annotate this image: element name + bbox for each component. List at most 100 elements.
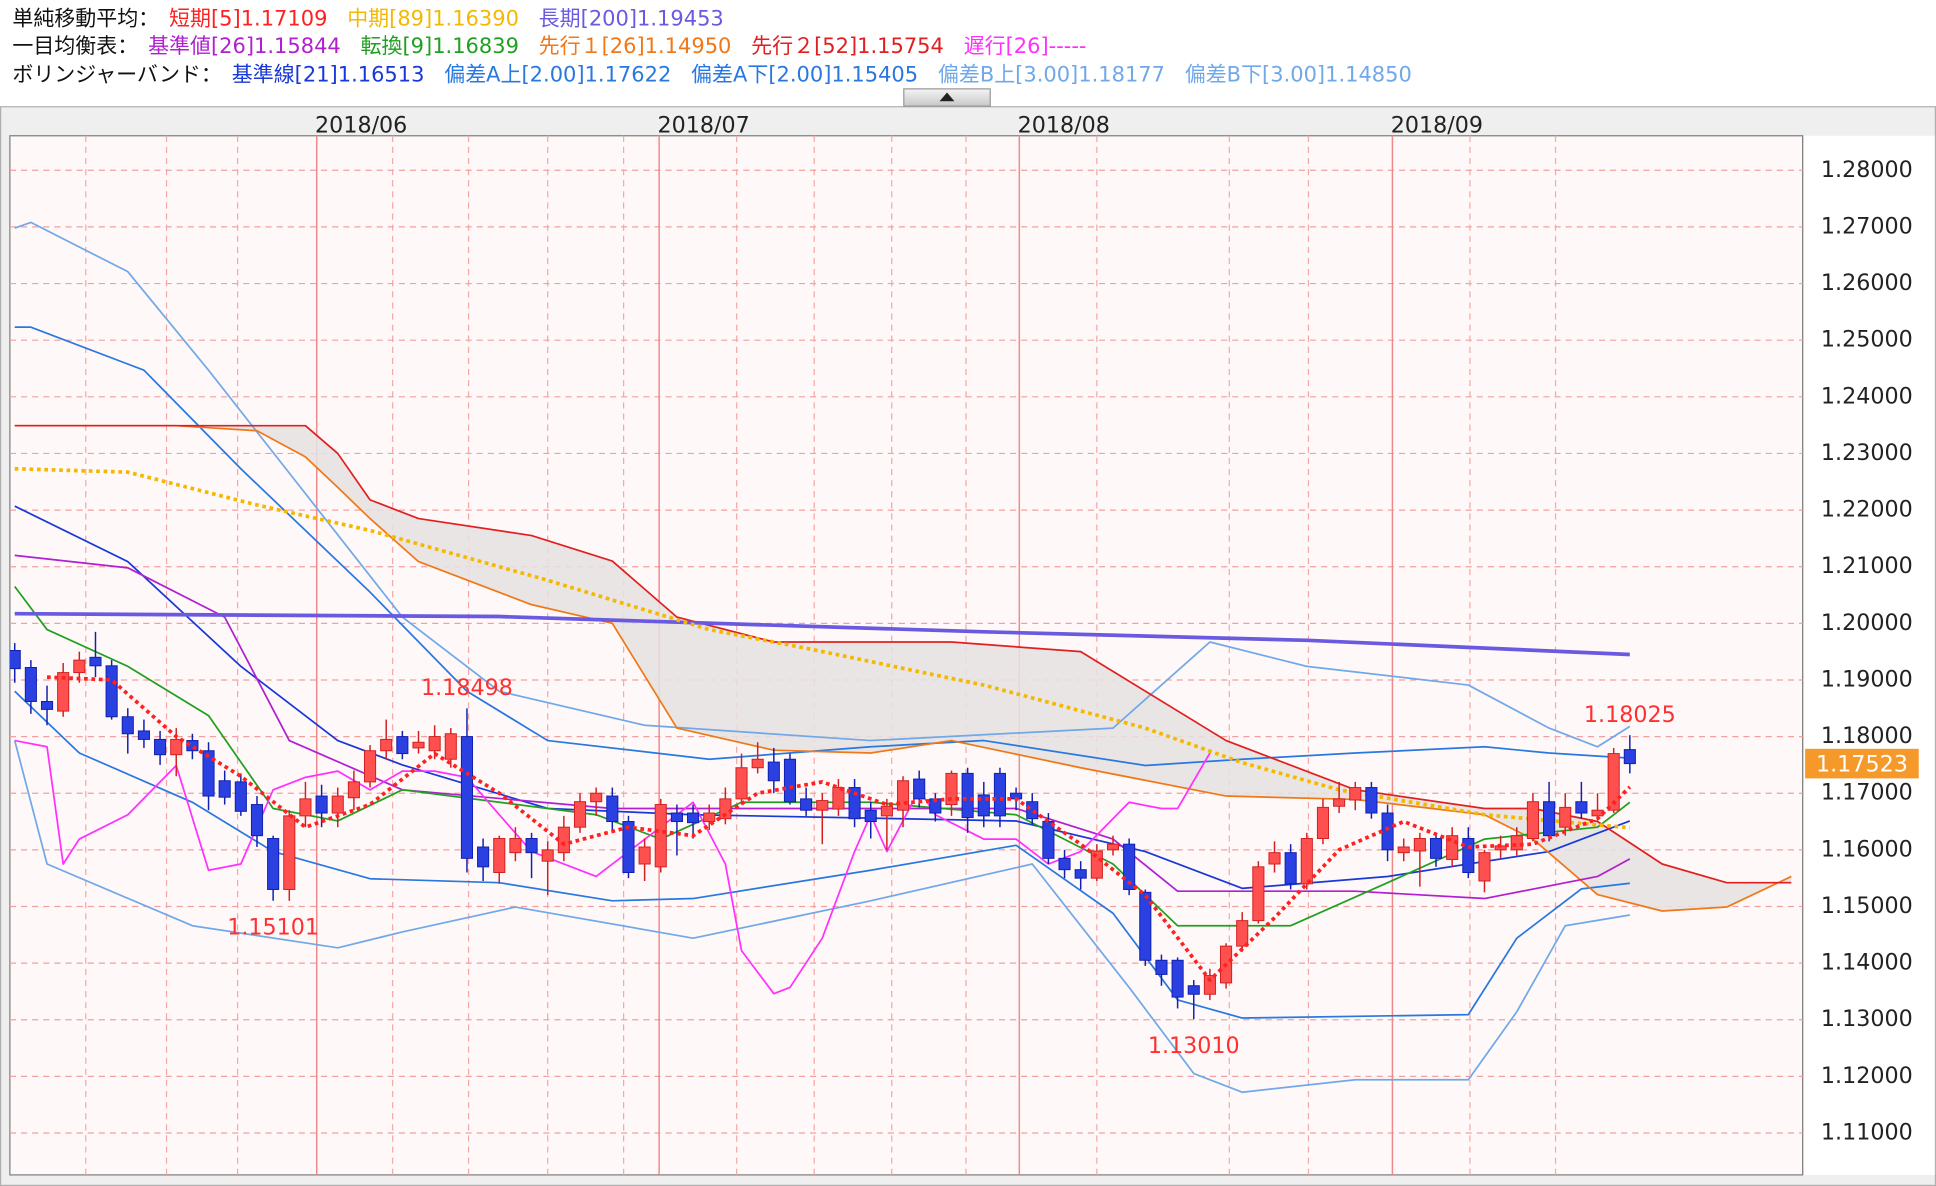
candle-body xyxy=(331,795,344,814)
candle-body xyxy=(1607,753,1620,811)
candle-body xyxy=(848,787,861,820)
legend-item: 偏差A下[2.00]1.15405 xyxy=(691,62,918,86)
y-tick-label: 1.22000 xyxy=(1821,497,1913,523)
candle-body xyxy=(1413,838,1426,852)
legend-item: 偏差B下[3.00]1.14850 xyxy=(1185,62,1412,86)
candle-body xyxy=(121,716,134,735)
indicator-line xyxy=(14,586,1631,927)
current-price-box xyxy=(1805,748,1919,779)
candle-body xyxy=(751,758,764,769)
candle-body xyxy=(509,838,522,854)
candle-body xyxy=(1349,787,1362,801)
candle-body xyxy=(880,805,893,817)
candle-body xyxy=(380,738,393,752)
y-tick-label: 1.11000 xyxy=(1821,1119,1913,1145)
candle-body xyxy=(783,758,797,803)
legend-item: 先行１[26]1.14950 xyxy=(539,34,732,58)
candle-body xyxy=(250,804,264,837)
y-tick-label: 1.17000 xyxy=(1821,780,1913,806)
y-tick-label: 1.23000 xyxy=(1821,440,1913,466)
candle-body xyxy=(267,838,280,890)
legend-item: 先行２[52]1.15754 xyxy=(751,34,944,58)
y-axis-area xyxy=(1803,135,1935,1175)
x-tick-label: 2018/08 xyxy=(1018,112,1110,138)
candle-body xyxy=(1155,959,1168,975)
indicator-line xyxy=(14,739,1211,995)
candle-body xyxy=(670,812,683,823)
candle-body xyxy=(460,736,474,859)
candle-body xyxy=(1171,959,1184,998)
price-annotation: 1.18498 xyxy=(421,675,513,701)
candle-body xyxy=(477,846,490,868)
candle-body xyxy=(1268,852,1281,865)
candle-body xyxy=(800,798,813,811)
candle-body xyxy=(1559,806,1572,828)
candle-body xyxy=(1203,975,1216,995)
price-annotation: 1.18025 xyxy=(1584,702,1676,728)
candle-body xyxy=(428,736,441,752)
candle-body xyxy=(767,761,780,782)
candle-body xyxy=(1462,838,1475,873)
candle-body xyxy=(1575,801,1588,814)
indicator-line xyxy=(14,326,1630,767)
y-tick-label: 1.13000 xyxy=(1821,1006,1913,1032)
plot-content xyxy=(9,221,1792,1094)
candle-body xyxy=(57,672,70,712)
y-tick-label: 1.26000 xyxy=(1821,270,1913,296)
candle-body xyxy=(1284,852,1297,885)
candle-body xyxy=(1252,866,1265,922)
candle-body xyxy=(541,849,554,862)
y-tick-label: 1.14000 xyxy=(1821,950,1913,976)
legend-item: 転換[9]1.16839 xyxy=(361,34,519,58)
legend-row-label: ボリンジャーバンド： xyxy=(12,62,222,86)
candle-body xyxy=(1543,801,1556,837)
candle-body xyxy=(412,741,425,749)
candle-body xyxy=(687,812,700,824)
price-annotation: 1.15101 xyxy=(227,914,319,940)
y-tick-label: 1.12000 xyxy=(1821,1063,1913,1089)
candle-body xyxy=(493,838,506,873)
candle-body xyxy=(622,821,635,873)
candle-body xyxy=(40,700,54,710)
candle-body xyxy=(1526,801,1539,840)
candle-body xyxy=(105,665,118,718)
candle-body xyxy=(1300,838,1313,885)
candle-body xyxy=(218,780,231,798)
candle-body xyxy=(1123,843,1136,890)
candle-body xyxy=(896,780,910,811)
candle-body xyxy=(24,667,37,702)
legend-item: 遅行[26]----- xyxy=(964,34,1087,58)
indicator-line xyxy=(14,424,1792,912)
y-tick-label: 1.18000 xyxy=(1821,723,1913,749)
y-tick-label: 1.20000 xyxy=(1821,610,1913,636)
candle-body xyxy=(1429,838,1443,859)
legend-item: 長期[200]1.19453 xyxy=(539,7,724,31)
candle-body xyxy=(525,838,538,854)
candle-body xyxy=(961,772,974,819)
candle-body xyxy=(1058,857,1071,871)
x-tick-label: 2018/06 xyxy=(315,112,407,138)
candle-body xyxy=(1623,749,1636,765)
indicator-legend: 単純移動平均： 短期[5]1.17109 中期[89]1.16390 長期[200]1… xyxy=(12,7,1412,87)
candle-body xyxy=(89,656,102,667)
candle-body xyxy=(9,650,21,670)
candle-body xyxy=(154,738,167,756)
candle-body xyxy=(993,772,1006,817)
candle-body xyxy=(913,778,926,800)
indicator-line xyxy=(46,675,1632,982)
candle-body xyxy=(638,846,651,865)
candle-body xyxy=(1139,891,1152,961)
candle-body xyxy=(73,659,86,674)
candle-body xyxy=(186,740,199,752)
candle-body xyxy=(234,781,247,812)
candle-body xyxy=(945,772,958,806)
candle-body xyxy=(1333,798,1346,807)
tab-arrow xyxy=(939,92,955,102)
candle-body xyxy=(1026,801,1039,820)
candle-body xyxy=(1236,920,1249,947)
collapse-tab[interactable] xyxy=(903,88,991,107)
candle-body xyxy=(315,795,328,814)
overlay: 1.28000 1.27000 1.26000 1.25000 1.24000 1.230… xyxy=(227,112,1919,1145)
